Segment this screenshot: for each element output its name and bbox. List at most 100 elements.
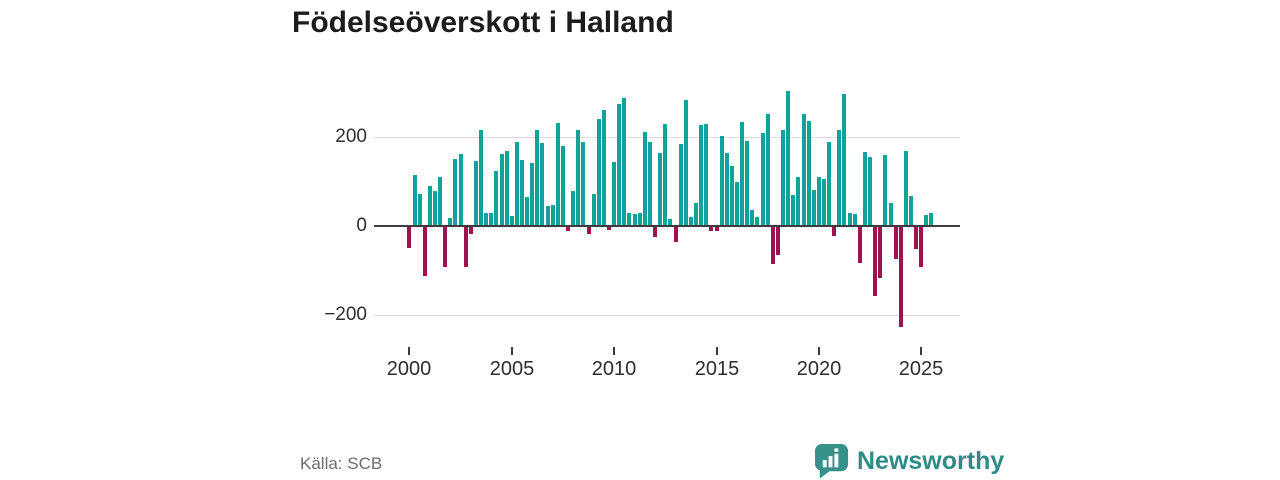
- bar-2000-Q4: [423, 227, 427, 276]
- gridline--200: [374, 315, 960, 316]
- bar-2001-Q1: [428, 186, 432, 225]
- bar-2021-Q2: [842, 94, 846, 225]
- bar-2010-Q4: [627, 213, 631, 225]
- bar-2010-Q2: [617, 104, 621, 225]
- bar-2002-Q4: [464, 227, 468, 267]
- bar-2002-Q2: [453, 159, 457, 225]
- bar-2019-Q2: [802, 114, 806, 225]
- bar-2013-Q1: [674, 227, 678, 242]
- bar-2014-Q1: [694, 203, 698, 225]
- bar-2005-Q1: [510, 216, 514, 225]
- x-axis-tick-mark: [408, 347, 410, 355]
- bar-2016-Q2: [740, 122, 744, 225]
- bar-2020-Q1: [817, 177, 821, 225]
- bar-2019-Q1: [796, 177, 800, 225]
- bar-2008-Q2: [576, 130, 580, 225]
- zero-axis-line: [374, 225, 960, 227]
- bar-2022-Q4: [873, 227, 877, 296]
- bar-2025-Q3: [929, 213, 933, 225]
- bar-2008-Q4: [587, 227, 591, 234]
- bar-2012-Q1: [653, 227, 657, 237]
- bar-2020-Q2: [822, 179, 826, 225]
- bar-2021-Q3: [848, 213, 852, 225]
- bar-2003-Q2: [474, 161, 478, 225]
- bar-2013-Q4: [689, 217, 693, 225]
- x-axis-tick-label: 2010: [591, 358, 637, 380]
- bar-2001-Q2: [433, 191, 437, 225]
- bar-2009-Q3: [602, 110, 606, 225]
- bar-2006-Q2: [535, 130, 539, 225]
- x-axis-tick-label: 2025: [898, 358, 944, 380]
- bar-2003-Q4: [484, 213, 488, 225]
- bar-2001-Q3: [438, 177, 442, 225]
- bar-2017-Q2: [761, 133, 765, 225]
- bar-2023-Q1: [878, 227, 882, 278]
- bar-2006-Q1: [530, 163, 534, 225]
- bar-2003-Q3: [479, 130, 483, 225]
- bar-2006-Q3: [540, 143, 544, 225]
- bar-2004-Q3: [500, 154, 504, 225]
- branding: Newsworthy: [814, 443, 1004, 479]
- bar-2016-Q3: [745, 141, 749, 225]
- bar-2009-Q1: [592, 194, 596, 225]
- bar-2008-Q1: [571, 191, 575, 225]
- bar-2005-Q2: [515, 142, 519, 225]
- bar-2014-Q4: [709, 227, 713, 231]
- bar-2007-Q4: [566, 227, 570, 231]
- bar-2012-Q4: [668, 219, 672, 225]
- bar-2000-Q3: [418, 194, 422, 225]
- bar-2003-Q1: [469, 227, 473, 234]
- bar-2011-Q4: [648, 142, 652, 225]
- bar-2021-Q1: [837, 130, 841, 225]
- bar-2020-Q4: [832, 227, 836, 236]
- bar-2008-Q3: [581, 142, 585, 225]
- x-axis-tick-mark: [920, 347, 922, 355]
- bar-2015-Q2: [720, 136, 724, 225]
- bar-2007-Q3: [561, 146, 565, 225]
- bar-2000-Q2: [413, 175, 417, 225]
- bar-2022-Q3: [868, 157, 872, 225]
- bar-2007-Q1: [551, 205, 555, 225]
- bar-2002-Q3: [459, 154, 463, 225]
- bar-2018-Q2: [781, 130, 785, 225]
- x-axis-tick-label: 2000: [386, 358, 432, 380]
- bar-2006-Q4: [546, 206, 550, 225]
- bar-2011-Q1: [633, 214, 637, 225]
- bar-2019-Q3: [807, 121, 811, 225]
- bar-2009-Q4: [607, 227, 611, 230]
- bar-2014-Q3: [704, 124, 708, 225]
- y-axis-tick-label: 200: [335, 126, 367, 147]
- bar-2024-Q3: [909, 196, 913, 225]
- bar-2023-Q2: [883, 155, 887, 225]
- x-axis-tick-mark: [613, 347, 615, 355]
- y-axis-tick-label: −200: [324, 304, 367, 325]
- bar-2004-Q1: [489, 213, 493, 225]
- newsworthy-bubble-chart-icon: [814, 443, 849, 479]
- bar-2007-Q2: [556, 123, 560, 225]
- chart-title: Födelseöverskott i Halland: [292, 6, 674, 39]
- bar-2024-Q4: [914, 227, 918, 249]
- x-axis-tick-label: 2005: [489, 358, 535, 380]
- x-axis-tick-mark: [511, 347, 513, 355]
- bar-2019-Q4: [812, 190, 816, 225]
- bar-2018-Q3: [786, 91, 790, 225]
- bar-2001-Q4: [443, 227, 447, 267]
- bar-2002-Q1: [448, 218, 452, 225]
- bar-2015-Q4: [730, 166, 734, 225]
- bar-2005-Q3: [520, 160, 524, 225]
- bar-2024-Q1: [899, 227, 903, 327]
- branding-name: Newsworthy: [857, 446, 1005, 475]
- bar-2013-Q3: [684, 100, 688, 225]
- bar-2017-Q1: [755, 217, 759, 225]
- bar-2011-Q3: [643, 132, 647, 225]
- bar-2011-Q2: [638, 213, 642, 225]
- bar-2018-Q1: [776, 227, 780, 255]
- bar-2025-Q2: [924, 215, 928, 225]
- x-axis-tick-mark: [818, 347, 820, 355]
- bar-2017-Q3: [766, 114, 770, 225]
- y-axis-tick-label: 0: [356, 215, 367, 236]
- gridline-200: [374, 137, 960, 138]
- x-axis-tick-label: 2020: [796, 358, 842, 380]
- bar-2015-Q3: [725, 153, 729, 225]
- bar-2021-Q4: [853, 214, 857, 225]
